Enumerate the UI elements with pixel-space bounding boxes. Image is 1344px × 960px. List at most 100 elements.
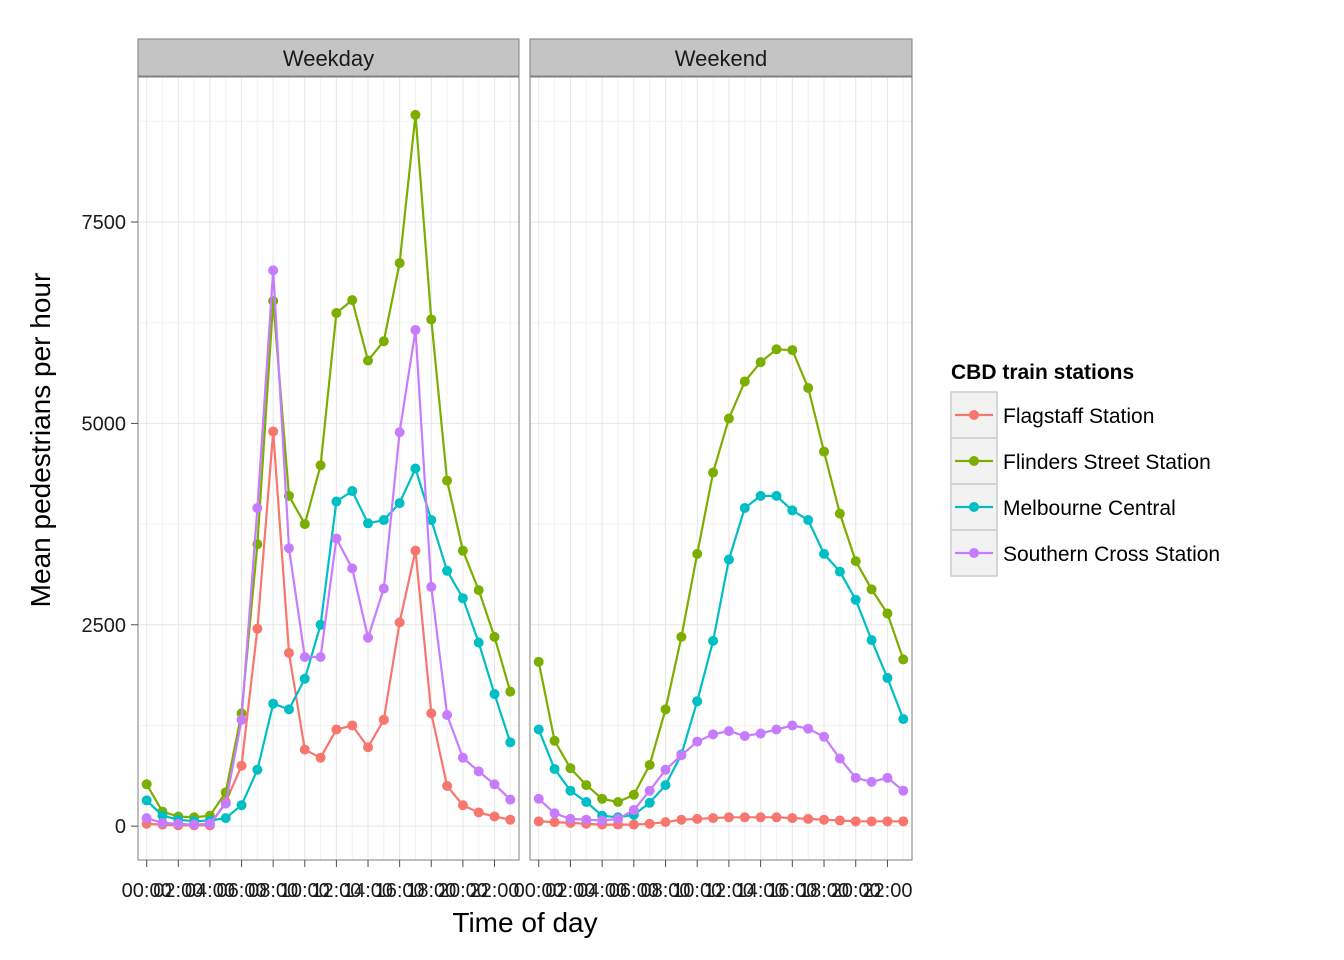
panel-weekday: Weekday 00:0002:0004:0006:0008:0010:0012:…	[122, 38, 520, 902]
data-point	[533, 656, 544, 667]
data-point	[442, 565, 453, 576]
data-point	[347, 720, 358, 731]
x-tick-label: 14:00	[736, 880, 786, 902]
data-point	[850, 594, 861, 605]
data-point	[442, 710, 453, 720]
x-tick-label: 04:00	[577, 880, 627, 902]
x-tick-label: 14:00	[343, 880, 393, 902]
data-point	[676, 750, 687, 761]
data-point	[363, 518, 374, 529]
data-point	[819, 446, 830, 457]
data-point	[457, 800, 468, 811]
data-point	[410, 109, 421, 120]
data-point	[331, 308, 342, 319]
x-tick-label: 18:00	[799, 880, 849, 902]
data-point	[628, 819, 639, 830]
legend-key-point	[969, 548, 979, 558]
data-point	[660, 764, 671, 775]
x-tick-label: 20:00	[438, 880, 488, 902]
panel-background	[138, 77, 519, 860]
legend-label: Flagstaff Station	[1003, 405, 1154, 428]
panel-background	[530, 77, 912, 860]
data-point	[739, 812, 750, 823]
data-point	[755, 357, 766, 368]
data-point	[394, 498, 405, 509]
data-point	[283, 647, 294, 658]
data-point	[489, 631, 500, 642]
data-point	[755, 728, 766, 739]
data-point	[157, 810, 168, 821]
data-point	[533, 816, 544, 827]
data-point	[755, 812, 766, 823]
y-tick-label: 5000	[82, 413, 127, 435]
data-point	[850, 772, 861, 783]
data-point	[898, 816, 909, 827]
data-point	[505, 814, 516, 825]
strip-label: Weekday	[283, 46, 374, 71]
data-point	[692, 696, 703, 707]
x-tick-label: 08:00	[640, 880, 690, 902]
x-tick-label: 16:00	[767, 880, 817, 902]
x-tick-label: 00:00	[122, 880, 172, 902]
y-tick-label: 2500	[82, 615, 127, 637]
data-point	[866, 584, 877, 595]
data-point	[628, 789, 639, 800]
x-axis-title: Time of day	[452, 907, 597, 938]
legend-label: Flinders Street Station	[1003, 451, 1211, 474]
data-point	[723, 726, 734, 737]
data-point	[866, 816, 877, 827]
data-point	[220, 798, 231, 809]
data-point	[489, 811, 500, 822]
data-point	[220, 813, 231, 824]
data-point	[268, 698, 279, 709]
data-point	[315, 460, 326, 471]
data-point	[236, 800, 247, 811]
data-point	[676, 631, 687, 642]
legend-key-point	[969, 410, 979, 420]
data-point	[331, 496, 342, 507]
data-point	[692, 548, 703, 559]
data-point	[723, 812, 734, 823]
data-point	[378, 336, 389, 347]
data-point	[834, 753, 845, 764]
data-point	[505, 737, 516, 748]
data-point	[268, 265, 279, 276]
data-point	[819, 731, 830, 742]
y-tick-label: 0	[115, 816, 126, 838]
data-point	[394, 427, 405, 438]
data-point	[141, 779, 152, 790]
series-southern-cross-station	[533, 720, 909, 826]
strip-background	[137, 38, 520, 77]
data-point	[236, 714, 247, 725]
data-point	[803, 382, 814, 393]
data-point	[533, 724, 544, 735]
data-point	[739, 502, 750, 513]
series-flagstaff-station	[533, 812, 909, 830]
data-point	[299, 673, 310, 684]
data-point	[378, 714, 389, 725]
data-point	[834, 566, 845, 577]
data-point	[299, 744, 310, 755]
legend-title: CBD train stations	[951, 361, 1134, 384]
data-point	[739, 376, 750, 387]
legend-items: Flagstaff Station Flinders Street Station…	[950, 391, 1220, 577]
x-tick-label: 06:00	[217, 880, 267, 902]
x-tick-label: 10:00	[280, 880, 330, 902]
data-point	[505, 794, 516, 805]
legend-label: Melbourne Central	[1003, 497, 1176, 520]
data-point	[549, 817, 560, 828]
chart-panels: Weekday00:0002:0004:0006:0008:0010:0012:…	[82, 38, 913, 902]
data-point	[283, 543, 294, 554]
data-point	[834, 815, 845, 826]
data-point	[692, 813, 703, 824]
data-point	[473, 585, 484, 596]
data-point	[708, 813, 719, 824]
data-point	[834, 508, 845, 519]
data-point	[410, 463, 421, 474]
data-point	[173, 818, 184, 829]
data-point	[628, 805, 639, 816]
x-tick-label: 10:00	[672, 880, 722, 902]
data-point	[268, 426, 279, 437]
data-point	[723, 413, 734, 424]
